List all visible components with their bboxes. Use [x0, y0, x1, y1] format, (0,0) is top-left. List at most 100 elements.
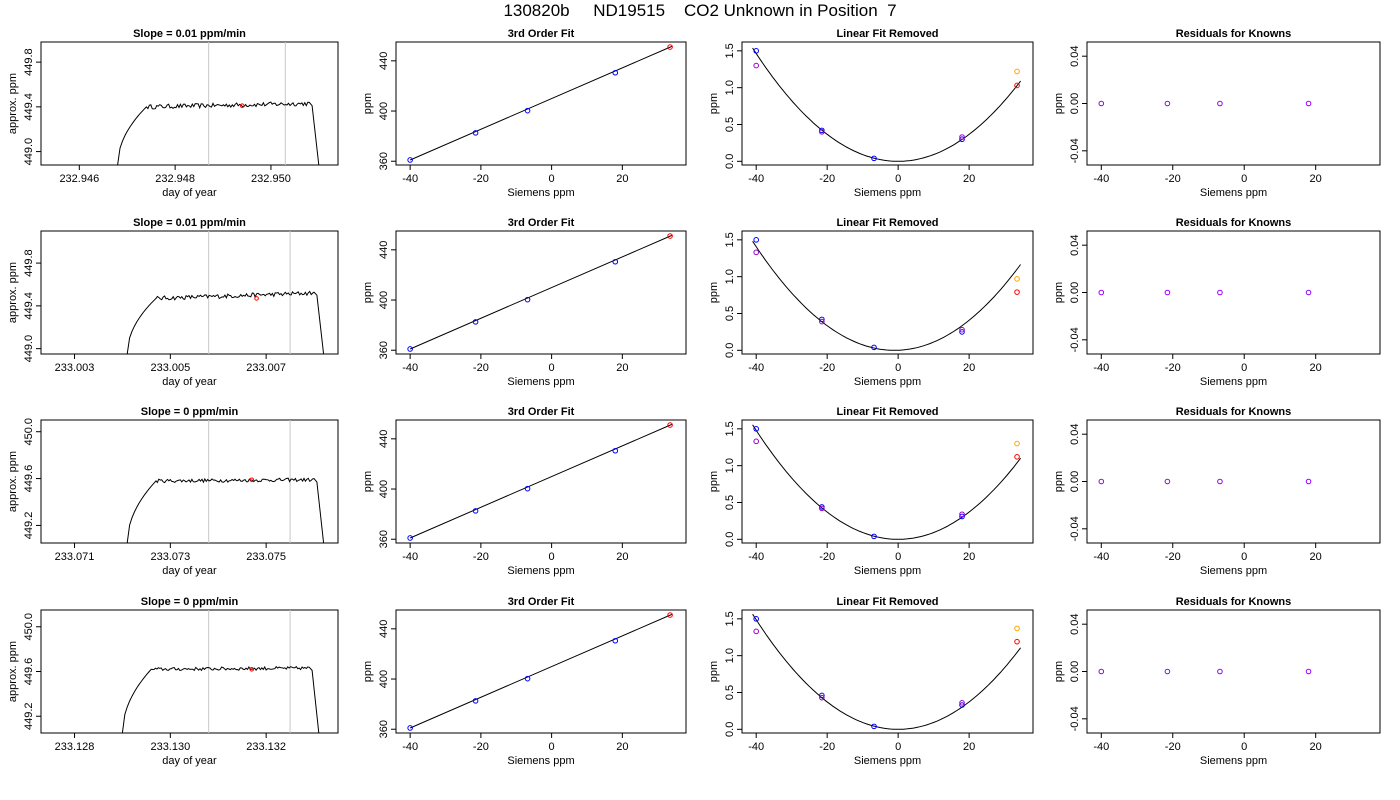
- y-axis-label: ppm: [1053, 93, 1065, 114]
- data-point: [871, 533, 877, 540]
- data-point: [819, 316, 825, 323]
- x-tick-label: 233.075: [246, 551, 286, 563]
- x-axis-label: Siemens ppm: [507, 187, 574, 199]
- fit-line: [409, 423, 673, 539]
- data-point: [1305, 289, 1312, 296]
- y-tick-label: 440: [378, 620, 390, 638]
- plot-area: [407, 44, 673, 163]
- data-point: [871, 723, 877, 730]
- plot-title: 3rd Order Fit: [508, 217, 575, 229]
- residual-fit-curve: [752, 241, 1021, 351]
- y-tick-label: 449.8: [23, 48, 35, 76]
- data-point: [1014, 68, 1020, 75]
- y-tick-label: 449.6: [23, 465, 35, 493]
- data-point: [753, 616, 759, 622]
- page-title: 130820b ND19515 CO2 Unknown in Position …: [503, 1, 897, 20]
- y-tick-label: 449.0: [23, 335, 35, 363]
- plot-title: Linear Fit Removed: [836, 28, 938, 40]
- data-point: [472, 319, 479, 325]
- plot-title: Residuals for Knowns: [1176, 217, 1292, 229]
- plot-area: [407, 233, 673, 352]
- plot-panel-r3c4: Residuals for Knowns -40 -20 0 20 -0.04 0.00 0.…: [1053, 406, 1381, 577]
- mean-point: [249, 477, 255, 483]
- x-tick-label: 0: [895, 173, 901, 185]
- y-axis-label: approx. ppm: [7, 262, 19, 323]
- y-tick-label: 440: [378, 430, 390, 448]
- y-axis-label: ppm: [708, 93, 720, 114]
- y-tick-label: 0.0: [724, 343, 736, 358]
- y-axis-label: ppm: [362, 93, 374, 114]
- plot-panel-r2c2: 3rd Order Fit -40 -20 0 20 360 400 440 Siemens p…: [362, 217, 687, 388]
- y-tick-label: 449.6: [23, 658, 35, 686]
- x-tick-label: 232.946: [59, 173, 99, 185]
- x-tick-label: 20: [963, 551, 975, 563]
- data-point: [871, 344, 877, 351]
- plot-frame: [395, 609, 687, 734]
- plot-area: [407, 422, 673, 541]
- x-tick-label: 233.003: [55, 362, 95, 374]
- x-tick-label: -20: [1165, 173, 1181, 185]
- plot-area: [1098, 100, 1312, 107]
- residual-fit-curve: [752, 47, 1021, 162]
- x-axis-label: Siemens ppm: [1200, 755, 1267, 767]
- plot-area: [126, 420, 325, 543]
- x-tick-label: 20: [963, 741, 975, 753]
- data-point: [819, 692, 825, 699]
- y-axis-label: ppm: [362, 661, 374, 682]
- x-axis-label: Siemens ppm: [1200, 565, 1267, 577]
- mean-point: [254, 296, 259, 301]
- y-tick-label: -0.04: [1069, 516, 1081, 541]
- plot-title: 3rd Order Fit: [508, 406, 575, 418]
- x-tick-label: -40: [402, 741, 418, 753]
- y-tick-label: 1.0: [724, 458, 736, 473]
- x-tick-label: -40: [402, 551, 418, 563]
- y-axis-label: ppm: [1053, 282, 1065, 303]
- x-tick-label: 20: [616, 362, 628, 374]
- plot-panel-r1c3: Linear Fit Removed -40 -20 0 20 0.0 0.5 1.0 1.5 S…: [708, 28, 1034, 199]
- data-point: [1098, 289, 1105, 296]
- y-axis-label: approx. ppm: [7, 641, 19, 702]
- x-axis-label: Siemens ppm: [854, 187, 921, 199]
- x-tick-label: 20: [616, 741, 628, 753]
- y-tick-label: 0.00: [1069, 282, 1081, 303]
- plot-frame: [40, 41, 339, 166]
- data-point: [407, 535, 413, 541]
- y-axis-label: ppm: [708, 661, 720, 682]
- x-tick-label: 0: [1241, 741, 1247, 753]
- y-tick-label: 0.04: [1069, 613, 1081, 634]
- plot-area: [752, 237, 1021, 351]
- x-tick-label: 20: [1310, 173, 1322, 185]
- x-tick-label: -20: [819, 173, 835, 185]
- fit-line: [409, 45, 673, 161]
- x-tick-label: 0: [549, 362, 555, 374]
- plot-area: [752, 47, 1021, 162]
- y-tick-label: 1.5: [724, 232, 736, 247]
- data-point: [1098, 478, 1105, 485]
- data-point: [753, 237, 759, 243]
- data-point: [667, 612, 673, 618]
- plot-panel-r4c3: Linear Fit Removed -40 -20 0 20 0.0 0.5 1.0 1.5 S…: [708, 596, 1034, 767]
- y-tick-label: -0.04: [1069, 706, 1081, 731]
- data-point: [1164, 100, 1171, 107]
- plot-frame: [741, 41, 1034, 166]
- x-tick-label: 0: [895, 551, 901, 563]
- x-tick-label: 233.132: [246, 741, 286, 753]
- plot-frame: [40, 419, 339, 544]
- data-point: [1217, 478, 1223, 485]
- plot-title: Linear Fit Removed: [836, 406, 938, 418]
- x-tick-label: 233.073: [150, 551, 190, 563]
- y-tick-label: 0.00: [1069, 93, 1081, 114]
- data-point: [1217, 289, 1223, 296]
- plot-title: 3rd Order Fit: [508, 28, 575, 40]
- y-tick-label: 449.0: [23, 138, 35, 166]
- x-tick-label: -20: [1165, 741, 1181, 753]
- x-axis-label: day of year: [162, 376, 217, 388]
- x-tick-label: 0: [1241, 551, 1247, 563]
- data-point: [1305, 478, 1312, 485]
- y-tick-label: 0.00: [1069, 661, 1081, 682]
- plot-panel-r2c4: Residuals for Knowns -40 -20 0 20 -0.04 0.00 0.…: [1053, 217, 1381, 388]
- data-point: [819, 505, 825, 512]
- y-tick-label: 360: [378, 341, 390, 359]
- y-axis-label: ppm: [708, 282, 720, 303]
- data-point: [1014, 440, 1020, 447]
